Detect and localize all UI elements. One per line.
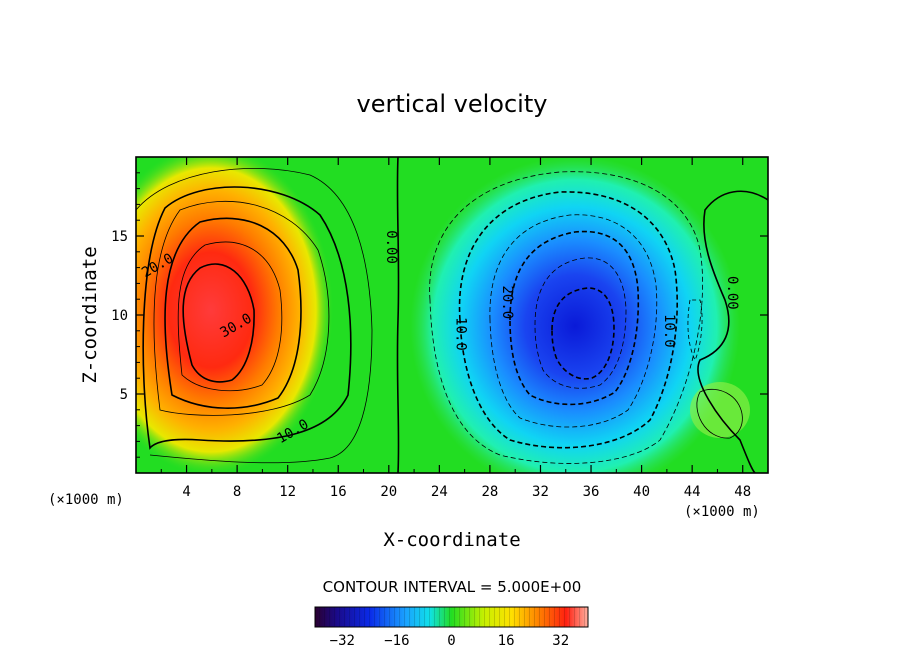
contour-label: 0.00 bbox=[724, 276, 740, 310]
y-tick-label: 15 bbox=[111, 229, 128, 245]
chart-title: vertical velocity bbox=[357, 90, 548, 118]
colorbar-tick-label: 16 bbox=[498, 633, 515, 649]
colorbar: −32 −16 0 16 32 bbox=[314, 606, 589, 649]
x-axis-ticks: 4 8 12 16 20 24 28 32 36 40 44 48 bbox=[160, 157, 751, 500]
contour-neg-30 bbox=[551, 287, 615, 380]
y-tick-label: 10 bbox=[111, 308, 128, 324]
colorbar-tick-label: −16 bbox=[384, 633, 409, 649]
contour-label-group: 0.00 bbox=[724, 276, 740, 310]
minor-cell-fill bbox=[690, 382, 750, 438]
x-axis-unit: (×1000 m) bbox=[684, 504, 760, 520]
x-tick-label: 44 bbox=[684, 484, 701, 500]
y-tick-label: 5 bbox=[120, 387, 128, 403]
contour-pos-5 bbox=[136, 167, 373, 464]
colorbar-tick-label: 32 bbox=[552, 633, 569, 649]
x-tick-label: 32 bbox=[532, 484, 549, 500]
y-axis-label: Z-coordinate bbox=[79, 246, 101, 383]
contour-neg-15 bbox=[489, 214, 658, 428]
contour-label: 10.0 bbox=[452, 317, 468, 351]
contour-neg-25 bbox=[534, 257, 627, 389]
x-tick-label: 20 bbox=[380, 484, 397, 500]
contour-zero bbox=[396, 157, 400, 473]
contour-label-group: 10.0 bbox=[452, 317, 468, 351]
x-tick-label: 28 bbox=[481, 484, 498, 500]
contour-small-b bbox=[696, 388, 743, 439]
contour-pos-15 bbox=[153, 200, 330, 416]
x-tick-label: 4 bbox=[182, 484, 190, 500]
colorbar-frame bbox=[314, 606, 589, 628]
contour-lines bbox=[136, 157, 768, 473]
contour-label-group: 0.00 bbox=[383, 230, 399, 264]
x-tick-label: 36 bbox=[583, 484, 600, 500]
contour-label: 20.0 bbox=[499, 286, 515, 320]
x-tick-label: 8 bbox=[233, 484, 241, 500]
contour-pos-10 bbox=[142, 186, 352, 450]
contour-label-group: 10.0 bbox=[661, 314, 677, 348]
y-axis-unit: (×1000 m) bbox=[48, 492, 124, 508]
colorbar-tick-label: 0 bbox=[447, 633, 455, 649]
contour-zero-right bbox=[697, 190, 768, 473]
colorbar-cells bbox=[315, 607, 588, 627]
colorbar-ticks: −32 −16 0 16 32 bbox=[330, 633, 569, 649]
x-tick-label: 16 bbox=[330, 484, 347, 500]
x-tick-label: 12 bbox=[279, 484, 296, 500]
contour-label-group: 20.0 bbox=[499, 286, 515, 320]
contour-pos-30 bbox=[182, 263, 255, 383]
contour-interval-label: CONTOUR INTERVAL = 5.000E+00 bbox=[323, 578, 582, 596]
downdraft-fill bbox=[410, 157, 740, 473]
contour-neg-20 bbox=[509, 230, 640, 406]
colorbar-tick-label: −32 bbox=[330, 633, 355, 649]
contour-pos-20 bbox=[164, 217, 302, 409]
x-axis-label: X-coordinate bbox=[383, 529, 520, 551]
contour-label: 10.0 bbox=[661, 314, 677, 348]
contour-neg-10 bbox=[458, 191, 678, 449]
y-axis-ticks: 5 10 15 bbox=[111, 172, 768, 458]
contour-pos-25 bbox=[177, 241, 283, 392]
x-tick-label: 40 bbox=[633, 484, 650, 500]
contour-neg-5 bbox=[429, 171, 703, 464]
x-tick-label: 24 bbox=[431, 484, 448, 500]
x-tick-label: 48 bbox=[734, 484, 751, 500]
contour-label: 0.00 bbox=[383, 230, 399, 264]
field-fill bbox=[136, 157, 750, 473]
